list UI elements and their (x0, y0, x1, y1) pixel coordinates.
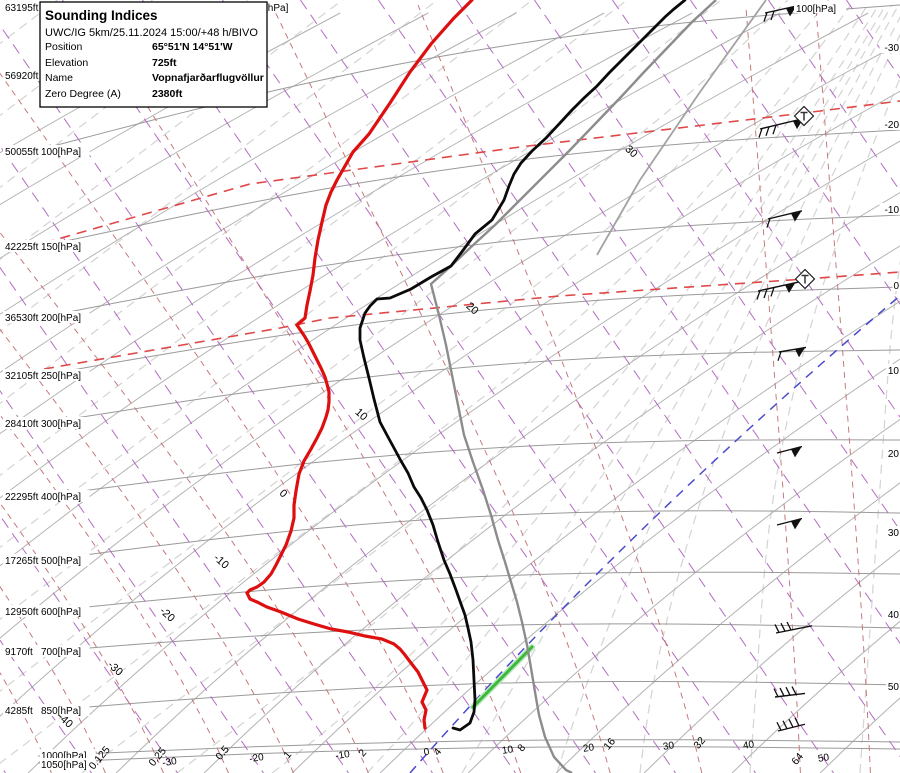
svg-text:600[hPa]: 600[hPa] (41, 607, 81, 618)
svg-text:UWC/IG 5km/25.11.2024 15:00/+4: UWC/IG 5km/25.11.2024 15:00/+48 h/BIVO (45, 27, 258, 39)
svg-text:100[hPa]: 100[hPa] (41, 147, 81, 158)
svg-text:2380ft: 2380ft (152, 88, 183, 100)
svg-text:20: 20 (582, 742, 595, 755)
svg-text:Sounding Indices: Sounding Indices (45, 8, 158, 23)
svg-text:10: 10 (888, 366, 900, 377)
svg-text:4285ft: 4285ft (5, 706, 33, 717)
svg-text:63195ft: 63195ft (5, 3, 39, 14)
svg-text:-30: -30 (162, 756, 178, 769)
svg-text:50: 50 (817, 752, 830, 765)
svg-text:Vopnafjarðarflugvöllur: Vopnafjarðarflugvöllur (152, 72, 264, 84)
svg-text:1000[hPa]: 1000[hPa] (41, 751, 87, 762)
svg-text:Name: Name (45, 72, 73, 84)
svg-text:250[hPa]: 250[hPa] (41, 371, 81, 382)
svg-text:Elevation: Elevation (45, 57, 88, 69)
svg-text:40: 40 (742, 739, 755, 752)
svg-text:850[hPa]: 850[hPa] (41, 706, 81, 717)
svg-text:-20: -20 (885, 120, 900, 131)
svg-text:300[hPa]: 300[hPa] (41, 419, 81, 430)
svg-text:36530ft: 36530ft (5, 313, 39, 324)
svg-text:1050[hPa]: 1050[hPa] (41, 760, 87, 771)
svg-text:50055ft: 50055ft (5, 147, 39, 158)
svg-text:400[hPa]: 400[hPa] (41, 492, 81, 503)
svg-text:150[hPa]: 150[hPa] (41, 242, 81, 253)
svg-text:50: 50 (888, 682, 900, 693)
svg-text:200[hPa]: 200[hPa] (41, 313, 81, 324)
svg-text:500[hPa]: 500[hPa] (41, 556, 81, 567)
svg-text:30: 30 (662, 740, 675, 753)
svg-text:Zero Degree (A): Zero Degree (A) (45, 88, 121, 100)
svg-text:-30: -30 (885, 43, 900, 54)
svg-text:725ft: 725ft (152, 57, 177, 69)
svg-text:12950ft: 12950ft (5, 607, 39, 618)
svg-text:700[hPa]: 700[hPa] (41, 647, 81, 658)
svg-text:20: 20 (888, 449, 900, 460)
svg-text:30: 30 (888, 528, 900, 539)
svg-text:10: 10 (501, 744, 514, 757)
svg-text:0: 0 (893, 281, 899, 292)
svg-text:Position: Position (45, 41, 83, 53)
svg-text:-10: -10 (335, 749, 351, 762)
svg-text:28410ft: 28410ft (5, 419, 39, 430)
svg-text:-20: -20 (249, 752, 265, 765)
svg-text:22295ft: 22295ft (5, 492, 39, 503)
svg-text:32105ft: 32105ft (5, 371, 39, 382)
svg-text:100[hPa]: 100[hPa] (796, 4, 836, 15)
svg-text:[hPa]: [hPa] (265, 3, 289, 14)
svg-text:56920ft: 56920ft (5, 71, 39, 82)
svg-text:-10: -10 (885, 205, 900, 216)
svg-text:17265ft: 17265ft (5, 556, 39, 567)
svg-text:40: 40 (888, 610, 900, 621)
svg-text:42225ft: 42225ft (5, 242, 39, 253)
svg-text:9170ft: 9170ft (5, 647, 33, 658)
svg-text:0: 0 (423, 747, 431, 759)
svg-text:65°51'N 14°51'W: 65°51'N 14°51'W (152, 41, 233, 53)
